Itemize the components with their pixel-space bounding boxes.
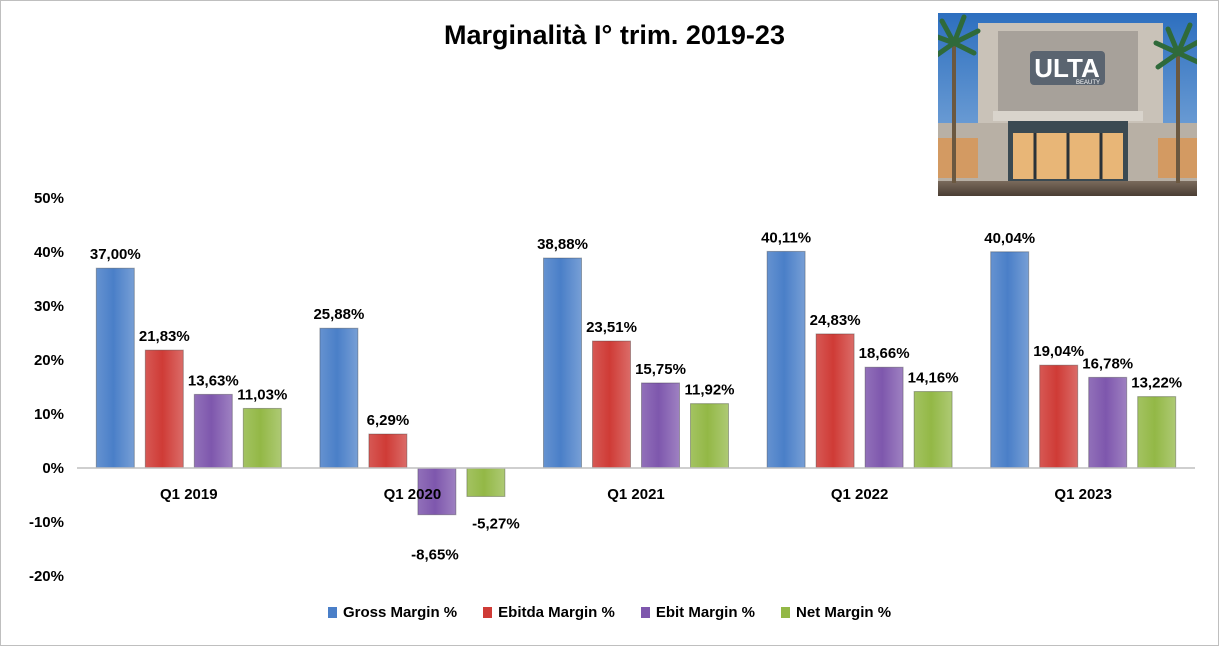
y-tick-label: -10% [29,514,64,531]
y-tick-label: 40% [34,244,64,261]
legend-item: Ebitda Margin % [483,604,615,621]
palm-tree-right [1153,22,1197,183]
data-label: 23,51% [586,319,637,336]
legend-label: Ebitda Margin % [498,604,615,621]
legend: Gross Margin % Ebitda Margin % Ebit Margin… [0,604,1219,621]
data-label: 38,88% [537,236,588,253]
bar-ebitda-margin [368,433,408,469]
data-label: 40,11% [761,229,811,246]
bar-net-margin [1137,396,1177,469]
bar-ebitda-margin [592,340,631,469]
legend-item: Ebit Margin % [640,604,756,621]
y-tick-label: 0% [42,460,64,477]
bar-ebit-margin [1088,376,1128,469]
legend-swatch [781,607,791,618]
data-label: 15,75% [635,361,686,378]
bar-ebit-margin [641,382,680,469]
legend-item: Gross Margin % [327,604,458,621]
bar-net-margin [242,407,282,469]
bar-ebit-margin [193,393,233,469]
data-label: 18,66% [859,345,910,362]
y-tick-label: 10% [34,406,64,423]
bar-gross-margin [766,250,806,469]
data-label: 11,03% [237,386,287,403]
legend-label: Net Margin % [796,604,892,621]
data-label: 14,16% [908,370,959,387]
bar-ebitda-margin [815,333,855,469]
x-category-label: Q1 2023 [1054,486,1112,503]
legend-swatch [483,607,493,618]
data-label: 40,04% [984,230,1035,247]
legend-swatch [327,607,337,618]
data-label: 6,29% [367,412,410,429]
bar-net-margin [690,403,729,469]
y-tick-label: 20% [34,352,64,369]
store-sign-subtext: BEAUTY [1076,80,1100,86]
data-label: -5,27% [472,515,520,532]
y-tick-label: -20% [29,568,64,585]
x-category-label: Q1 2021 [607,486,665,503]
data-label: 13,22% [1131,375,1182,392]
bar-ebitda-margin [144,349,184,469]
legend-swatch [640,607,650,618]
bar-net-margin [913,391,953,469]
bar-ebit-margin [417,467,457,516]
store-photo: ULTA BEAUTY [938,13,1197,196]
data-label: 13,63% [188,372,239,389]
legend-item: Net Margin % [781,604,891,621]
bar-net-margin [466,467,506,497]
palm-tree-left [938,14,981,183]
chart-title: Marginalità I° trim. 2019-23 [444,20,785,50]
data-label: 37,00% [90,246,141,263]
data-label: 24,83% [810,312,861,329]
y-tick-label: 30% [34,298,64,315]
bar-gross-margin [543,257,582,469]
legend-label: Ebit Margin % [655,604,756,621]
bar-gross-margin [319,327,359,469]
y-tick-label: 50% [34,190,64,207]
bar-ebitda-margin [1039,364,1079,469]
bar-gross-margin [95,267,135,469]
x-category-label: Q1 2022 [831,486,889,503]
legend-label: Gross Margin % [342,604,458,621]
store-sign-text: ULTA [1034,53,1100,83]
data-label: 19,04% [1033,343,1084,360]
bar-gross-margin [990,251,1030,469]
data-label: 11,92% [684,382,734,399]
data-label: -8,65% [411,547,459,564]
data-label: 25,88% [313,306,364,323]
x-category-label: Q1 2020 [384,486,442,503]
bar-ebit-margin [864,366,904,469]
data-label: 16,78% [1082,355,1133,372]
data-label: 21,83% [139,328,190,345]
x-category-label: Q1 2019 [160,486,218,503]
